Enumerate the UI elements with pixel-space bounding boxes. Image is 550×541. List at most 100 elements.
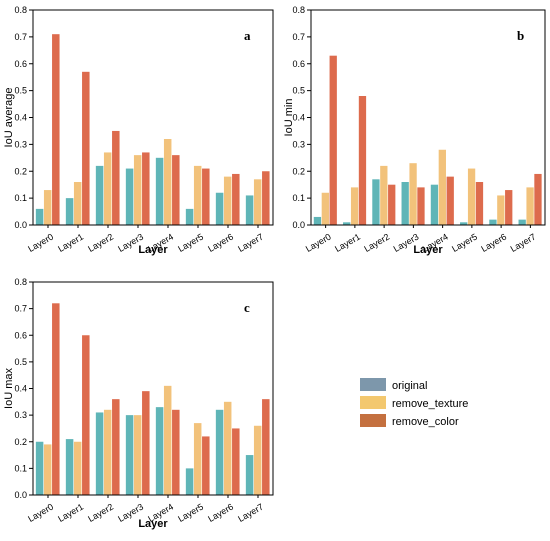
bar-remove_color-Layer7 [262, 399, 270, 495]
y-tick-label: 0.4 [14, 384, 27, 394]
bar-remove_color-Layer0 [52, 303, 60, 495]
bar-original-Layer4 [155, 157, 164, 225]
plot-frame [32, 9, 274, 226]
bar-original-Layer6 [215, 192, 224, 225]
bar-original-Layer3 [125, 415, 134, 496]
bar-remove_color-Layer2 [112, 130, 120, 225]
y-tick-label: 0.8 [292, 5, 305, 15]
y-tick-label: 0.5 [14, 357, 27, 367]
bar-original-Layer3 [401, 182, 409, 225]
bar-remove_texture-Layer4 [438, 149, 446, 225]
panel-letter: a [244, 28, 251, 43]
plot-frame [32, 281, 274, 496]
bar-remove_texture-Layer0 [43, 190, 52, 225]
bar-remove_texture-Layer1 [73, 182, 82, 225]
bar-remove_texture-Layer5 [467, 168, 476, 225]
bar-remove_color-Layer5 [202, 168, 210, 225]
bar-remove_texture-Layer1 [73, 441, 82, 495]
y-tick-label: 0.1 [14, 463, 27, 473]
bar-remove_texture-Layer5 [193, 423, 202, 495]
y-axis-title: IoU min [283, 99, 295, 137]
y-tick-label: 0.5 [14, 86, 27, 96]
legend-label-remove-texture: remove_texture [392, 398, 468, 410]
y-tick-label: 0.8 [14, 277, 27, 287]
y-tick-label: 0.2 [14, 437, 27, 447]
y-tick-label: 0.7 [14, 32, 27, 42]
y-tick-label: 0.4 [292, 113, 305, 123]
bar-remove_color-Layer5 [202, 436, 210, 495]
y-tick-label: 0.4 [14, 113, 27, 123]
bar-remove_texture-Layer0 [321, 192, 329, 225]
bar-remove_color-Layer5 [475, 182, 484, 225]
bar-remove_color-Layer6 [505, 190, 513, 225]
bar-original-Layer0 [35, 208, 44, 226]
bar-remove_texture-Layer2 [103, 152, 112, 225]
bar-remove_color-Layer2 [388, 184, 396, 225]
bar-original-Layer1 [65, 439, 74, 495]
y-tick-label: 0.6 [292, 59, 305, 69]
legend-swatch-original [360, 378, 386, 391]
bar-original-Layer2 [95, 412, 104, 495]
y-tick-label: 0.1 [292, 193, 305, 203]
y-tick-label: 0.2 [292, 166, 305, 176]
plot-frame [310, 9, 546, 226]
legend-swatch-remove-texture [360, 396, 386, 409]
bar-remove_texture-Layer7 [253, 179, 262, 225]
y-tick-label: 0.1 [14, 193, 27, 203]
y-tick-label: 0.5 [292, 86, 305, 96]
bar-original-Layer1 [65, 198, 74, 226]
bar-remove_color-Layer3 [142, 391, 150, 495]
bar-original-Layer7 [245, 195, 254, 225]
y-axis-title: IoU max [3, 368, 15, 409]
bar-remove_texture-Layer2 [103, 409, 112, 495]
bar-remove_color-Layer4 [172, 155, 180, 226]
legend: original remove_texture remove_color [360, 378, 468, 428]
legend-label-remove-color: remove_color [392, 416, 459, 428]
y-tick-label: 0.2 [14, 166, 27, 176]
bar-remove_color-Layer2 [112, 399, 120, 495]
bar-remove_texture-Layer0 [43, 444, 52, 495]
y-tick-label: 0.3 [14, 139, 27, 149]
bar-remove_texture-Layer6 [497, 195, 505, 225]
bar-remove_color-Layer4 [172, 409, 180, 495]
y-tick-label: 0.3 [292, 139, 305, 149]
bar-original-Layer4 [430, 184, 439, 225]
y-tick-label: 0.0 [14, 220, 27, 230]
y-tick-label: 0.0 [14, 490, 27, 500]
y-tick-label: 0.0 [292, 220, 305, 230]
x-axis-title: Layer [413, 244, 443, 256]
bar-remove_color-Layer3 [142, 152, 150, 225]
panel-letter: b [517, 28, 524, 43]
x-axis-title: Layer [138, 244, 168, 256]
bar-original-Layer2 [372, 179, 380, 225]
legend-swatch-remove-color [360, 414, 386, 427]
bar-original-Layer1 [343, 222, 351, 225]
bar-remove_color-Layer6 [232, 428, 240, 495]
bar-original-Layer6 [215, 409, 224, 495]
bar-original-Layer3 [125, 168, 134, 225]
x-axis-title: Layer [138, 518, 168, 530]
bar-original-Layer7 [245, 455, 254, 495]
bar-remove_color-Layer1 [82, 335, 90, 495]
bar-original-Layer0 [313, 216, 322, 225]
bar-remove_color-Layer6 [232, 173, 240, 225]
panel-letter: c [244, 300, 250, 315]
bar-remove_color-Layer0 [329, 55, 337, 225]
bar-original-Layer5 [185, 468, 194, 496]
y-tick-label: 0.3 [14, 410, 27, 420]
bar-remove_texture-Layer3 [409, 163, 417, 225]
y-tick-label: 0.8 [14, 5, 27, 15]
bar-remove_color-Layer1 [358, 96, 367, 225]
bar-remove_texture-Layer4 [163, 385, 172, 495]
bar-remove_texture-Layer4 [163, 139, 172, 225]
bar-remove_texture-Layer3 [133, 155, 142, 226]
y-axis-title: IoU average [3, 88, 15, 148]
bar-remove_color-Layer0 [52, 34, 60, 225]
bar-original-Layer5 [460, 222, 468, 225]
y-tick-label: 0.6 [14, 59, 27, 69]
bar-original-Layer5 [185, 208, 194, 226]
y-tick-label: 0.7 [292, 32, 305, 42]
y-tick-label: 0.7 [14, 304, 27, 314]
